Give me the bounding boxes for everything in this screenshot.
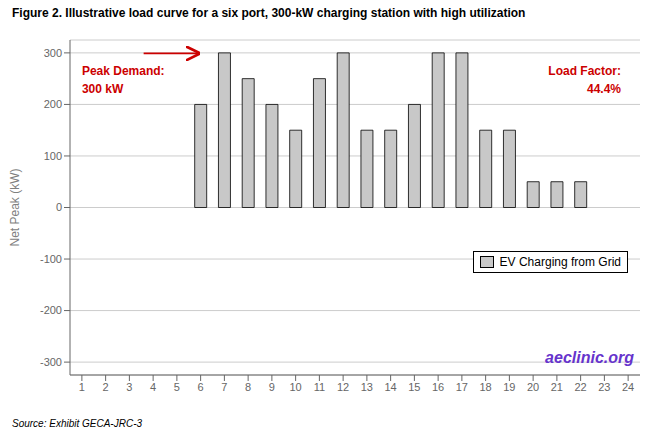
html-text:300 kW: 300 kW <box>81 81 124 96</box>
svg-text:11: 11 <box>314 381 325 393</box>
html-text:aeclinic.org: aeclinic.org <box>545 349 634 366</box>
svg-text:200: 200 <box>44 98 62 110</box>
svg-text:12: 12 <box>337 381 349 393</box>
svg-text:17: 17 <box>456 381 468 393</box>
svg-text:7: 7 <box>221 381 227 393</box>
svg-text:6: 6 <box>198 381 204 393</box>
svg-text:300: 300 <box>44 47 62 59</box>
svg-text:1: 1 <box>79 381 85 393</box>
html-text:Load Factor:: Load Factor: <box>548 63 621 78</box>
svg-text:16: 16 <box>432 381 444 393</box>
svg-text:5: 5 <box>174 381 180 393</box>
svg-text:-300: -300 <box>40 356 62 368</box>
html-text:Source: Exhibit GECA-JRC-3: Source: Exhibit GECA-JRC-3 <box>12 418 142 429</box>
svg-text:13: 13 <box>361 381 373 393</box>
svg-text:23: 23 <box>598 381 610 393</box>
svg-text:-100: -100 <box>40 253 62 265</box>
svg-text:0: 0 <box>56 201 62 213</box>
svg-text:21: 21 <box>551 381 563 393</box>
svg-text:4: 4 <box>150 381 156 393</box>
html-text:EV Charging from Grid: EV Charging from Grid <box>499 255 621 269</box>
svg-text:9: 9 <box>269 381 275 393</box>
svg-text:22: 22 <box>575 381 587 393</box>
svg-text:3: 3 <box>126 381 132 393</box>
svg-text:15: 15 <box>408 381 420 393</box>
svg-text:20: 20 <box>527 381 539 393</box>
html-text:Figure 2. Illustrative load cu: Figure 2. Illustrative load curve for a … <box>12 6 526 20</box>
html-text:44.4%: 44.4% <box>587 81 621 96</box>
svg-text:14: 14 <box>385 381 397 393</box>
svg-text:100: 100 <box>44 150 62 162</box>
svg-text:19: 19 <box>503 381 515 393</box>
svg-text:2: 2 <box>103 381 109 393</box>
html-text:Peak Demand:: Peak Demand: <box>81 63 165 78</box>
svg-text:10: 10 <box>290 381 302 393</box>
svg-text:Net Peak (kW): Net Peak (kW) <box>8 168 22 246</box>
svg-text:8: 8 <box>245 381 251 393</box>
svg-text:-200: -200 <box>40 304 62 316</box>
svg-text:18: 18 <box>480 381 492 393</box>
svg-text:24: 24 <box>622 381 634 393</box>
